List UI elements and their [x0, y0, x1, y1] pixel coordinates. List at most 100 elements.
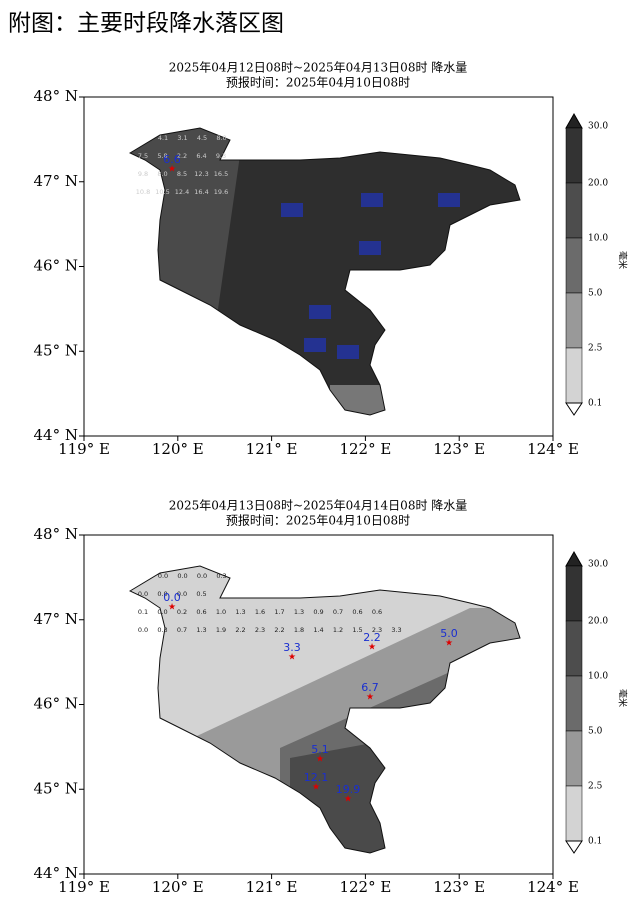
grid-value: 10.8: [136, 188, 150, 196]
grid-value: 19.6: [214, 188, 228, 196]
station-box: [359, 241, 381, 255]
grid-value: 4.5: [197, 134, 207, 142]
grid-value: 16.5: [214, 170, 228, 178]
lon-label: 119° E: [58, 440, 110, 458]
grid-value: 3.1: [177, 134, 187, 142]
station-value: 6.7: [361, 681, 379, 694]
grid-value: 0.3: [157, 626, 167, 634]
colorbar-label: 20.0: [588, 179, 608, 189]
station-star: ★: [316, 755, 324, 765]
station-star: ★: [288, 653, 296, 663]
station-box: [281, 203, 303, 217]
station-value: 12.1: [304, 771, 329, 784]
station-value: 5.1: [311, 743, 329, 756]
lon-label: 122° E: [339, 878, 391, 896]
station-value: 6.6: [163, 153, 181, 166]
grid-value: 10.5: [155, 188, 169, 196]
colorbar-arrow: [565, 550, 583, 567]
lon-label: 121° E: [246, 878, 298, 896]
grid-value: 0.3: [216, 572, 226, 580]
colorbar-label: 0.1: [588, 399, 602, 409]
page-title: 附图：主要时段降水落区图: [8, 11, 284, 37]
colorbar-segment: [565, 785, 583, 842]
colorbar-label: 30.0: [588, 122, 608, 132]
grid-value: 8.5: [177, 170, 187, 178]
grid-value: 1.6: [255, 608, 265, 616]
grid-value: 1.9: [216, 626, 226, 634]
station-value: 19.9: [336, 783, 361, 796]
lat-label: 47° N: [34, 172, 78, 190]
grid-value: 6.4: [196, 152, 206, 160]
grid-value: 0.0: [177, 572, 187, 580]
grid-value: 7.5: [138, 152, 148, 160]
grid-value: 3.3: [391, 626, 401, 634]
grid-value: 0.1: [138, 608, 148, 616]
colorbar-segment: [565, 292, 583, 349]
lat-label: 46° N: [34, 257, 78, 275]
map-subtitle: 预报时间：2025年04月10日08时: [226, 513, 410, 528]
station-star: ★: [168, 603, 176, 613]
lat-label: 48° N: [34, 87, 78, 105]
grid-value: 2.3: [255, 626, 265, 634]
lon-label: 119° E: [58, 878, 110, 896]
lon-label: 122° E: [339, 440, 391, 458]
grid-value: 0.5: [196, 590, 206, 598]
grid-value: 1.4: [313, 626, 323, 634]
station-star: ★: [445, 639, 453, 649]
station-star: ★: [168, 165, 176, 175]
grid-value: 1.3: [196, 626, 206, 634]
colorbar-label: 5.0: [588, 727, 603, 737]
map-subtitle: 预报时间：2025年04月10日08时: [226, 75, 410, 90]
colorbar-segment: [565, 565, 583, 622]
region-outline: [128, 565, 521, 854]
station-star: ★: [366, 693, 374, 703]
grid-value: 0.6: [372, 608, 382, 616]
grid-value: 1.8: [294, 626, 304, 634]
lat-label: 44° N: [34, 426, 78, 444]
lon-label: 124° E: [527, 440, 579, 458]
station-star: ★: [312, 783, 320, 793]
grid-value: 0.0: [138, 590, 148, 598]
colorbar-label: 2.5: [588, 344, 603, 354]
grid-value: 2.2: [235, 626, 245, 634]
grid-value: 0.0: [197, 572, 207, 580]
grid-value: 2.3: [372, 626, 382, 634]
colorbar-label: 10.0: [588, 672, 608, 682]
grid-value: 0.7: [177, 626, 187, 634]
grid-value: 12.3: [194, 170, 208, 178]
colorbar-segment: [565, 237, 583, 294]
precip-band: [330, 385, 400, 415]
station-value: 2.2: [363, 631, 381, 644]
colorbar-label: 20.0: [588, 617, 608, 627]
precip-band: [290, 738, 400, 853]
lon-label: 120° E: [152, 440, 204, 458]
grid-value: 0.0: [157, 608, 167, 616]
station-box: [361, 193, 383, 207]
grid-value: 0.9: [313, 608, 323, 616]
lon-label: 123° E: [433, 878, 485, 896]
colorbar-label: 2.5: [588, 782, 603, 792]
colorbar-segment: [565, 620, 583, 677]
colorbar-arrow: [565, 402, 583, 416]
station-star: ★: [368, 643, 376, 653]
station-box: [304, 338, 326, 352]
station-box: [438, 193, 460, 207]
station-value: 0.0: [163, 591, 181, 604]
lon-label: 124° E: [527, 878, 579, 896]
colorbar-unit: 毫米: [617, 251, 629, 269]
station-box: [337, 345, 359, 359]
station-box: [309, 305, 331, 319]
region-outline: [128, 127, 521, 416]
grid-value: 4.1: [158, 134, 168, 142]
map-title: 2025年04月13日08时~2025年04月14日08时 降水量: [169, 499, 468, 513]
station-star: ★: [344, 795, 352, 805]
grid-value: 9.3: [216, 152, 226, 160]
lon-label: 120° E: [152, 878, 204, 896]
grid-value: 8.0: [216, 134, 226, 142]
grid-value: 1.5: [352, 626, 362, 634]
colorbar-arrow: [565, 112, 583, 129]
colorbar-label: 10.0: [588, 234, 608, 244]
map-title: 2025年04月12日08时~2025年04月13日08时 降水量: [169, 61, 468, 75]
lat-label: 44° N: [34, 864, 78, 882]
